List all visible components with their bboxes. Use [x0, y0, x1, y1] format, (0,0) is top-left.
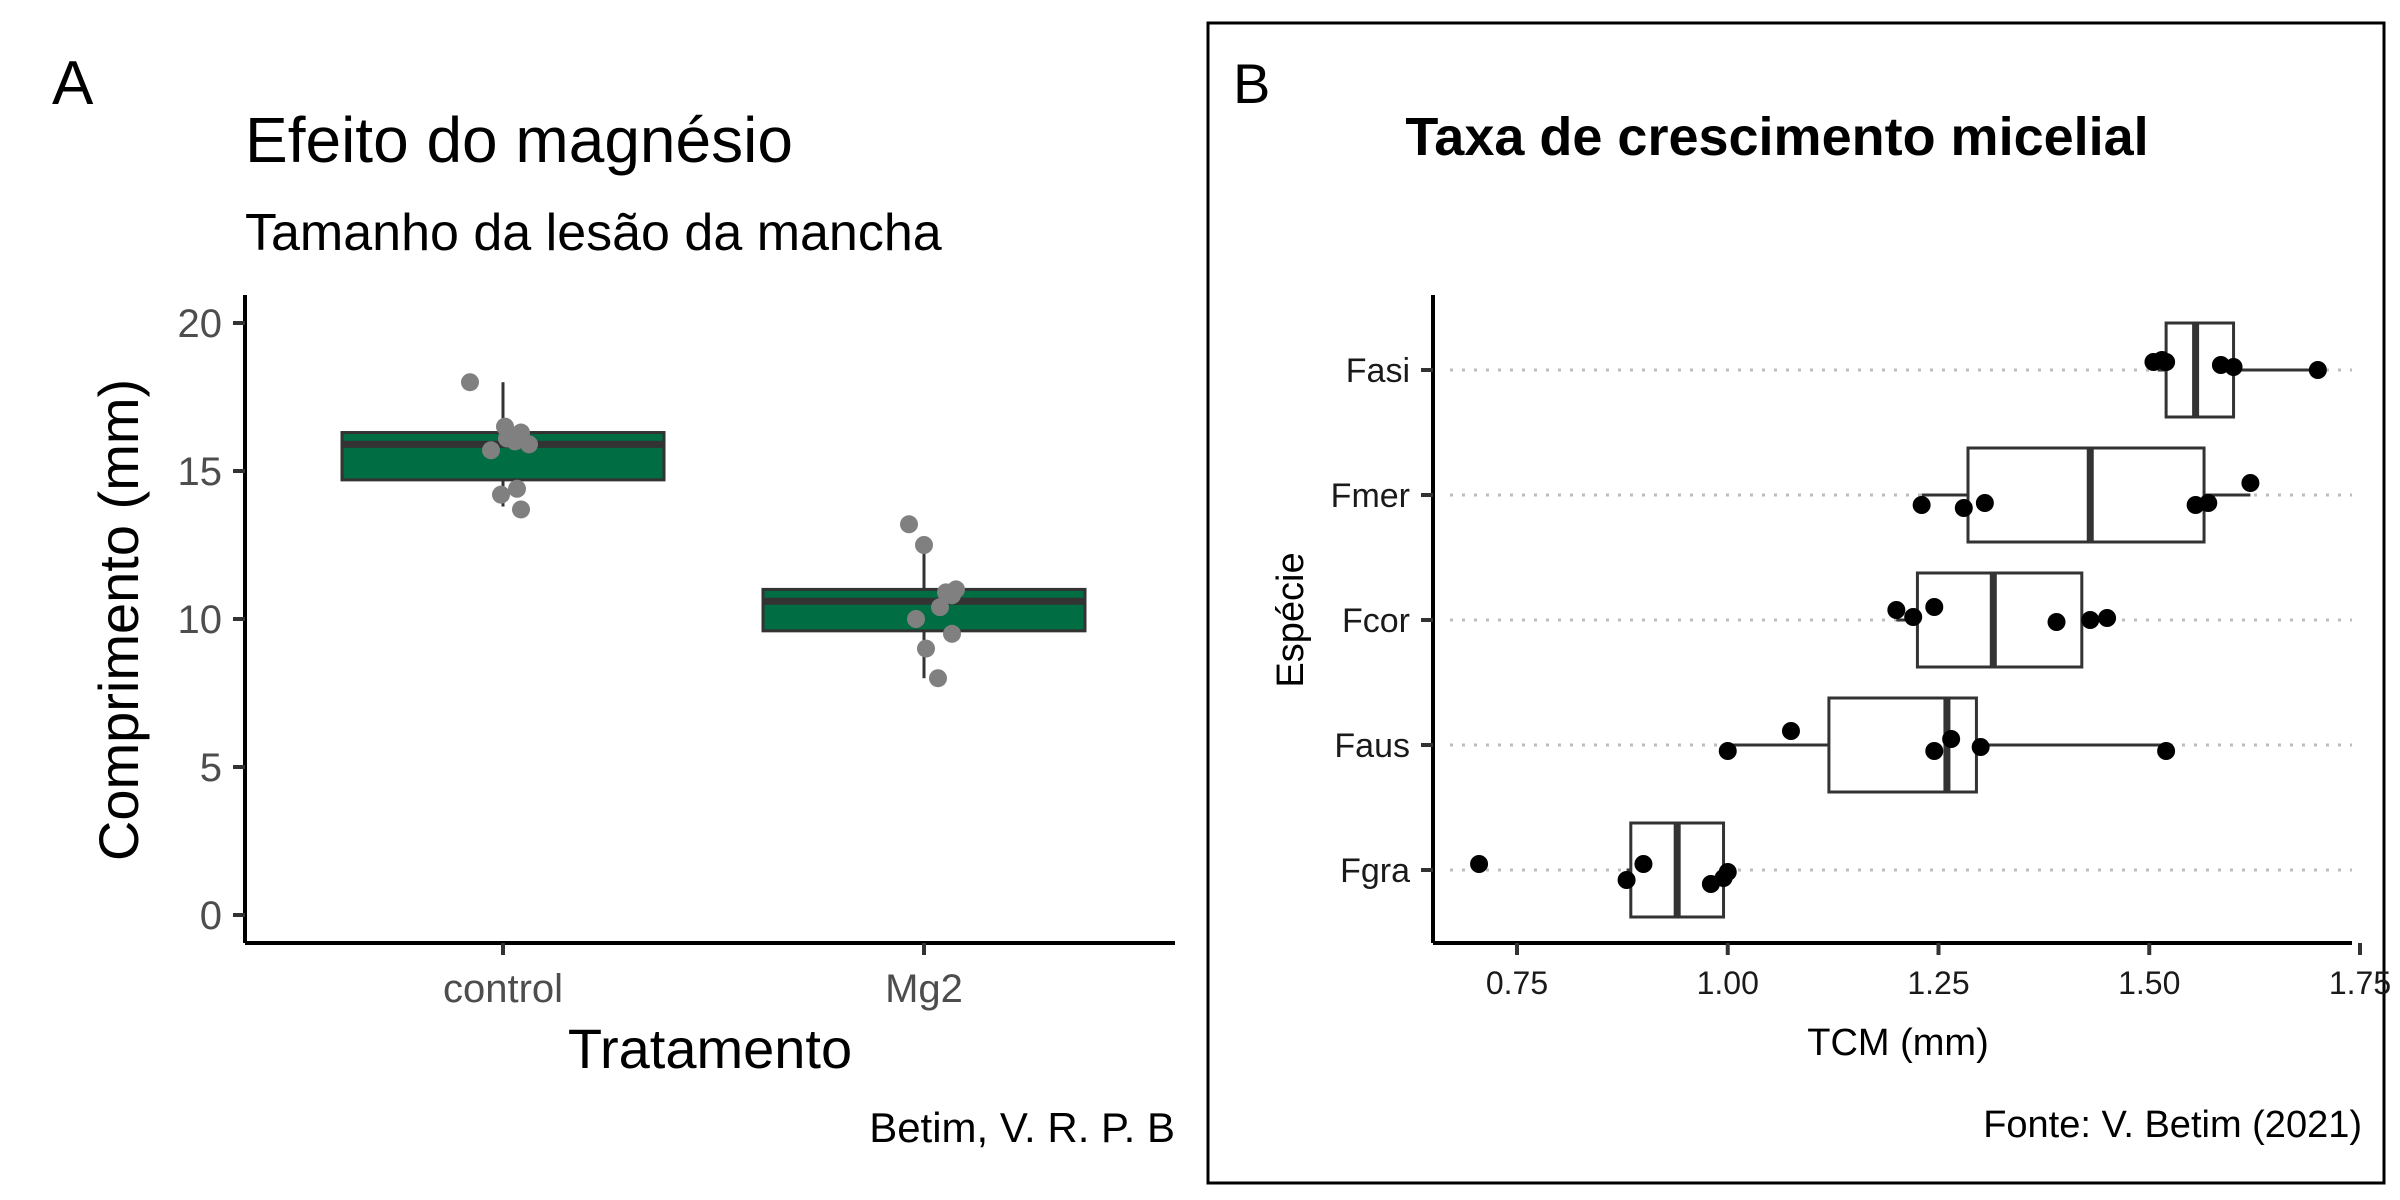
- panel-b-data-point: [1617, 871, 1636, 889]
- panel-a-box: [761, 587, 1087, 633]
- panel-a-box-control: [340, 382, 666, 507]
- panel-b-tag: B: [1233, 52, 1270, 115]
- panel-a-data-point: [907, 610, 925, 628]
- panel-a-data-point: [520, 435, 538, 454]
- panel-b-y-tick-label: Faus: [1334, 727, 1410, 765]
- panel-b-data-point: [2241, 474, 2260, 492]
- panel-a-x-ticks: control Mg2: [443, 943, 963, 1011]
- panel-b-x-tick-label: 1.75: [2329, 965, 2391, 1001]
- panel-a-tag: A: [52, 49, 94, 118]
- panel-b-frame: [1206, 21, 2386, 1185]
- panel-b-data-point: [2081, 611, 2100, 629]
- panel-a-data-point: [929, 669, 947, 688]
- panel-a-title: Efeito do magnésio: [245, 104, 793, 176]
- panel-a-y-tick-label: 5: [200, 746, 222, 790]
- panel-b-data-point: [1975, 494, 1994, 512]
- panel-b-title: Taxa de crescimento micelial: [1405, 107, 2148, 167]
- panel-a-y-axis-label: Comprimento (mm): [87, 379, 150, 861]
- panel-b-data-point: [1718, 742, 1737, 760]
- panel-b-data-point: [2199, 494, 2218, 512]
- panel-b-data-point: [1904, 608, 1923, 626]
- panel-a-x-tick-label: Mg2: [885, 967, 963, 1011]
- panel-b-data-point: [1634, 855, 1653, 873]
- panel-b-data-point: [1971, 738, 1990, 756]
- panel-b-data-point: [2308, 361, 2327, 379]
- panel-b-data-point: [1781, 722, 1800, 740]
- panel-b-y-tick-label: Fcor: [1342, 602, 1410, 640]
- panel-a-caption: Betim, V. R. P. B: [869, 1104, 1175, 1151]
- panel-a-x-tick-label: control: [443, 967, 563, 1011]
- panel-b-data-point: [1470, 855, 1489, 873]
- panel-a-data-point: [915, 536, 933, 554]
- panel-b-x-tick-label: 1.25: [1907, 965, 1969, 1001]
- panel-b-data-point: [1887, 601, 1906, 619]
- panel-b-y-tick-label: Fgra: [1340, 852, 1410, 890]
- panel-b: B Taxa de crescimento micelial FasiFmerF…: [1206, 21, 2391, 1185]
- panel-b-x-tick-label: 0.75: [1486, 965, 1548, 1001]
- panel-a-data-point: [496, 417, 514, 436]
- panel-a-data-point: [508, 479, 526, 498]
- panel-a-plot-area: [340, 373, 1087, 688]
- panel-a-data-point: [931, 598, 949, 617]
- panel-b-data-point: [2098, 609, 2117, 627]
- panel-b-data-point: [1942, 730, 1961, 748]
- panel-a-data-point: [917, 639, 935, 658]
- panel-a-data-point: [461, 373, 479, 392]
- panel-a-y-tick-label: 0: [200, 894, 222, 938]
- panel-a-data-point: [943, 624, 961, 643]
- panel-a-y-tick-label: 15: [178, 450, 223, 494]
- panel-b-x-tick-label: 1.00: [1697, 965, 1759, 1001]
- panel-a-data-point: [512, 500, 530, 519]
- panel-b-data-point: [1718, 863, 1737, 881]
- panel-b-x-ticks: 0.75 1.00 1.25 1.50 1.75: [1486, 943, 2391, 1001]
- panel-a-data-point: [900, 515, 918, 534]
- panel-b-data-point: [2157, 353, 2176, 371]
- panel-a-y-tick-label: 10: [178, 598, 223, 642]
- panel-b-box-Fmer: [1921, 446, 2251, 544]
- panel-b-y-tick-label: Fasi: [1346, 352, 1410, 390]
- panel-a-y-tick-label: 20: [178, 302, 223, 346]
- panel-b-data-point: [1925, 742, 1944, 760]
- panel-a-data-point: [482, 441, 500, 460]
- panel-b-caption: Fonte: V. Betim (2021): [1983, 1104, 2362, 1146]
- panel-b-box-Fcor: [1896, 571, 2108, 669]
- panel-b-x-tick-label: 1.50: [2118, 965, 2180, 1001]
- panel-a-box: [340, 431, 666, 482]
- panel-b-data-point: [2047, 613, 2066, 631]
- panel-b-data-point: [1925, 598, 1944, 616]
- panel-a-x-axis-label: Tratamento: [568, 1017, 852, 1080]
- panel-b-data-point: [2157, 742, 2176, 760]
- panel-a-data-point: [947, 580, 965, 599]
- panel-b-y-axis-label: Espécie: [1270, 552, 1312, 687]
- panel-a-subtitle: Tamanho da lesão da mancha: [245, 204, 942, 262]
- panel-b-data-point: [1912, 496, 1931, 514]
- panel-a-y-ticks: 0 5 10 15 20: [178, 302, 245, 938]
- panel-b-data-point: [2224, 358, 2243, 376]
- panel-b-y-tick-label: Fmer: [1331, 477, 1410, 515]
- panel-b-data-point: [1954, 499, 1973, 517]
- panel-b-x-axis-label: TCM (mm): [1807, 1022, 1988, 1064]
- panel-a: A Efeito do magnésio Tamanho da lesão da…: [52, 49, 1175, 1151]
- panel-a-data-point: [492, 485, 510, 504]
- panel-a-box-Mg2: [761, 545, 1087, 679]
- panel-b-y-ticks: Fasi Fmer Fcor Faus Fgra: [1331, 352, 1433, 890]
- panel-b-plot-area: [1470, 321, 2327, 919]
- panel-b-box: [1966, 446, 2206, 544]
